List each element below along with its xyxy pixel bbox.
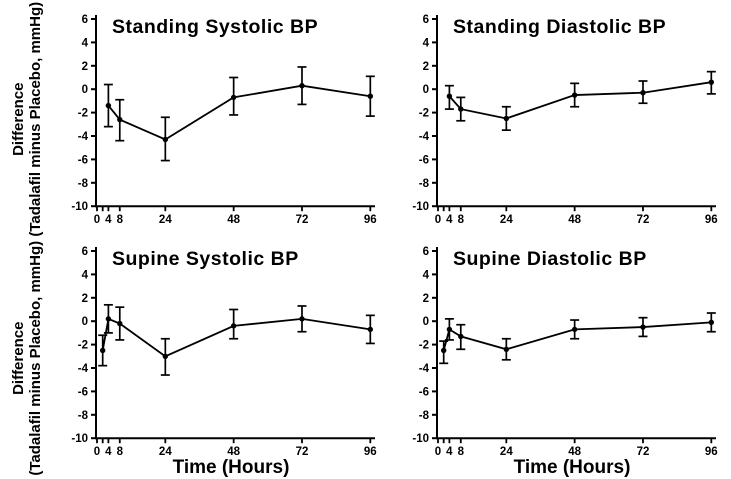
svg-text:6: 6	[423, 246, 429, 258]
y-axis-label-bottom: Difference (Tadalafil minus Placebo, mmH…	[0, 238, 54, 479]
y-axis-label-line2: (Tadalafil minus Placebo, mmHg)	[27, 1, 45, 237]
svg-text:-2: -2	[419, 108, 429, 120]
svg-text:-10: -10	[412, 201, 429, 213]
svg-text:4: 4	[105, 446, 112, 458]
svg-text:-2: -2	[78, 340, 88, 352]
svg-text:-6: -6	[419, 386, 429, 398]
x-axis-label: Time (Hours)	[173, 457, 290, 478]
panel-title: Standing Diastolic BP	[453, 16, 666, 38]
svg-text:-8: -8	[419, 410, 430, 422]
svg-text:8: 8	[117, 214, 124, 226]
svg-text:48: 48	[568, 214, 581, 226]
svg-text:6: 6	[423, 14, 429, 26]
svg-text:2: 2	[423, 61, 429, 73]
svg-text:8: 8	[458, 214, 465, 226]
svg-text:8: 8	[117, 446, 124, 458]
x-axis-label: Time (Hours)	[514, 457, 631, 478]
svg-text:-8: -8	[419, 178, 430, 190]
svg-text:0: 0	[423, 84, 429, 96]
svg-text:-4: -4	[78, 131, 89, 143]
svg-text:96: 96	[364, 214, 377, 226]
svg-text:2: 2	[423, 293, 429, 305]
svg-text:0: 0	[423, 316, 429, 328]
svg-text:-6: -6	[78, 154, 88, 166]
svg-text:72: 72	[296, 214, 309, 226]
svg-text:-4: -4	[78, 363, 89, 375]
svg-text:-10: -10	[412, 433, 429, 445]
svg-text:24: 24	[159, 446, 172, 458]
svg-text:4: 4	[105, 214, 112, 226]
svg-text:-6: -6	[419, 154, 429, 166]
svg-text:6: 6	[82, 14, 88, 26]
svg-text:48: 48	[568, 446, 581, 458]
svg-text:-10: -10	[71, 201, 88, 213]
svg-text:72: 72	[637, 446, 650, 458]
panel-title: Supine Systolic BP	[112, 248, 299, 270]
svg-text:0: 0	[435, 446, 441, 458]
svg-text:0: 0	[94, 446, 100, 458]
svg-text:4: 4	[446, 446, 453, 458]
y-axis-label-top: Difference (Tadalafil minus Placebo, mmH…	[0, 0, 54, 238]
svg-text:24: 24	[500, 214, 513, 226]
svg-text:8: 8	[458, 446, 465, 458]
svg-text:0: 0	[435, 214, 441, 226]
svg-text:-8: -8	[78, 178, 89, 190]
svg-text:-8: -8	[78, 410, 89, 422]
svg-text:96: 96	[364, 446, 377, 458]
y-axis-label-line2: (Tadalafil minus Placebo, mmHg)	[27, 241, 45, 476]
svg-text:96: 96	[705, 446, 718, 458]
svg-text:2: 2	[82, 61, 88, 73]
svg-text:96: 96	[705, 214, 718, 226]
svg-text:2: 2	[82, 293, 88, 305]
svg-text:-4: -4	[419, 131, 430, 143]
svg-text:-2: -2	[78, 108, 88, 120]
svg-text:4: 4	[423, 37, 430, 49]
svg-text:0: 0	[94, 214, 100, 226]
bottom-row: Difference (Tadalafil minus Placebo, mmH…	[0, 238, 731, 479]
panel-title: Standing Systolic BP	[112, 16, 318, 38]
svg-text:-6: -6	[78, 386, 88, 398]
svg-text:-4: -4	[419, 363, 430, 375]
svg-text:-2: -2	[419, 340, 429, 352]
top-row: Difference (Tadalafil minus Placebo, mmH…	[0, 0, 731, 238]
svg-text:72: 72	[296, 446, 309, 458]
y-axis-label-line1: Difference	[9, 321, 27, 396]
svg-text:0: 0	[82, 316, 88, 328]
svg-text:24: 24	[500, 446, 513, 458]
svg-text:72: 72	[637, 214, 650, 226]
y-axis-label-line1: Difference	[9, 82, 27, 156]
svg-text:6: 6	[82, 246, 88, 258]
svg-text:48: 48	[227, 446, 240, 458]
svg-text:4: 4	[82, 269, 89, 281]
svg-text:4: 4	[82, 37, 89, 49]
svg-text:4: 4	[423, 269, 430, 281]
svg-text:4: 4	[446, 214, 453, 226]
svg-text:24: 24	[159, 214, 172, 226]
svg-text:48: 48	[227, 214, 240, 226]
svg-text:-10: -10	[71, 433, 88, 445]
panel-title: Supine Diastolic BP	[453, 248, 647, 270]
svg-text:0: 0	[82, 84, 88, 96]
